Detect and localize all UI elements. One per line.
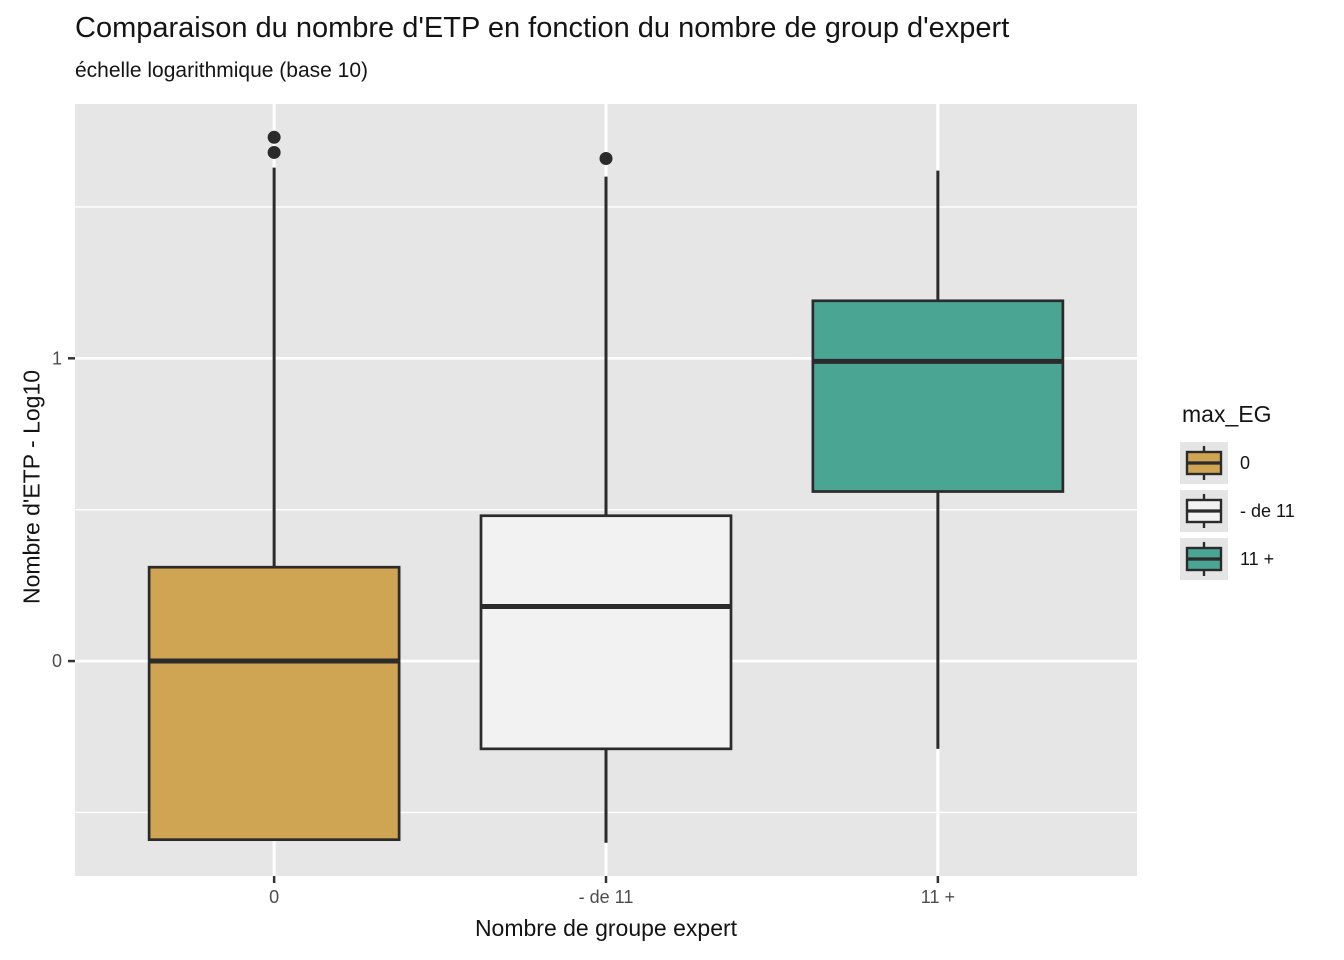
chart-title: Comparaison du nombre d'ETP en fonction …	[75, 12, 1010, 44]
boxplot-glyph-icon	[1180, 442, 1228, 484]
legend-item-label: - de 11	[1240, 500, 1295, 521]
boxplot-glyph-icon	[1180, 538, 1228, 580]
outlier-point	[267, 145, 281, 159]
x-tick-label: 11 +	[921, 887, 955, 907]
x-tick-label: 0	[269, 887, 279, 907]
legend-item: 11 +	[1180, 538, 1295, 580]
chart-subtitle: échelle logarithmique (base 10)	[75, 59, 369, 82]
y-tick-label: 1	[52, 348, 62, 368]
boxplot-box	[147, 565, 401, 842]
outlier-point	[599, 151, 613, 165]
legend-item-label: 11 +	[1240, 548, 1275, 569]
y-tick-label: 0	[52, 651, 62, 671]
boxplot-glyph-icon	[1180, 490, 1228, 532]
y-axis-title: Nombre d'ETP - Log10	[18, 369, 45, 605]
x-tick-label: - de 11	[579, 887, 634, 907]
legend-item: 0	[1180, 442, 1295, 484]
boxplot-box	[479, 514, 733, 751]
legend-item-label: 0	[1240, 452, 1251, 473]
boxplot-box	[811, 299, 1065, 493]
outlier-point	[267, 130, 281, 144]
legend: max_EG 0 - de 11 11 +	[1180, 401, 1295, 586]
legend-title: max_EG	[1182, 401, 1272, 427]
x-axis-title: Nombre de groupe expert	[474, 915, 738, 941]
legend-item: - de 11	[1180, 490, 1295, 532]
legend-items: 0 - de 11 11 +	[1180, 442, 1295, 580]
